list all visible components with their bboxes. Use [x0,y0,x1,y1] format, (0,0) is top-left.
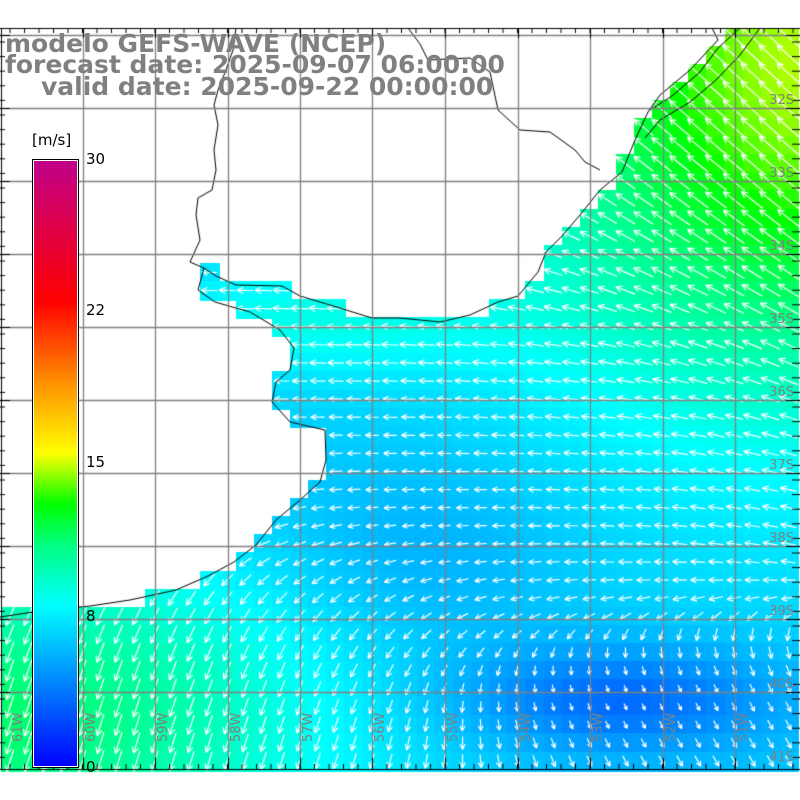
longitude-label: 51W [736,712,751,742]
colorbar-tick: 30 [86,150,106,168]
latitude-label: 32S [769,93,794,108]
longitude-label: 52W [664,712,679,742]
colorbar-unit: [m/s] [32,131,72,149]
latitude-label: 34S [769,239,794,254]
colorbar-tick: 8 [86,607,96,625]
colorbar-tick: 15 [86,453,106,471]
latitude-label: 36S [769,385,794,400]
colorbar-tick: 0 [86,758,96,776]
longitude-label: 60W [84,712,99,742]
latitude-label: 41S [769,750,794,765]
valid-date: valid date: 2025-09-22 00:00:00 [41,72,494,101]
latitude-label: 39S [769,604,794,619]
longitude-label: 55W [446,712,461,742]
colorbar [32,159,79,768]
latitude-label: 35S [769,312,794,327]
longitude-label: 61W [11,712,26,742]
longitude-label: 53W [591,712,606,742]
longitude-label: 56W [373,712,388,742]
latitude-label: 33S [769,166,794,181]
colorbar-tick: 22 [86,301,106,319]
latitude-label: 37S [769,458,794,473]
model-title: modelo GEFS-WAVE (NCEP) [5,29,387,58]
latitude-label: 40S [769,677,794,692]
longitude-label: 57W [301,712,316,742]
longitude-label: 58W [229,712,244,742]
forecast-date: forecast date: 2025-09-07 06:00:00 [5,50,505,79]
longitude-label: 54W [519,712,534,742]
longitude-label: 59W [156,712,171,742]
latitude-label: 38S [769,531,794,546]
